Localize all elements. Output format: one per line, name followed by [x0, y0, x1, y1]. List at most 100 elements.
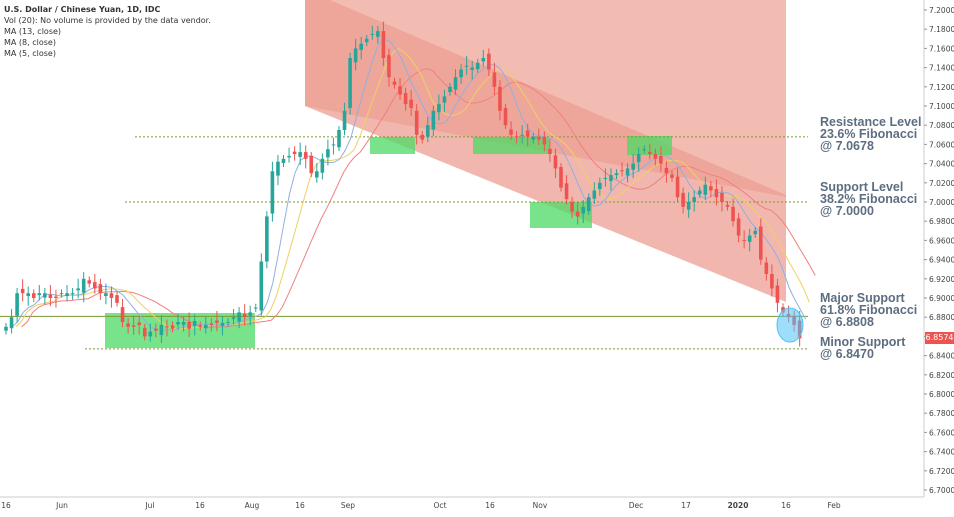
price-tick-label: 7.0200: [929, 179, 954, 188]
candle-body: [231, 317, 236, 320]
candle: [54, 289, 58, 308]
time-tick-label: Jun: [55, 501, 68, 510]
candle-body: [320, 158, 325, 173]
candle-body: [437, 104, 441, 113]
candle-body: [520, 134, 524, 136]
candle: [592, 182, 597, 204]
candle-body: [70, 293, 75, 295]
candle-body: [387, 55, 391, 78]
candle: [65, 285, 69, 302]
candle-body: [564, 183, 569, 200]
candle-body: [59, 293, 64, 295]
candle-body: [137, 322, 141, 325]
candle-body: [76, 288, 80, 291]
candle-body: [764, 262, 769, 274]
price-tick-label: 6.7800: [929, 409, 954, 418]
candle-body: [542, 136, 547, 145]
price-tick-label: 7.1600: [929, 44, 954, 53]
candle: [148, 323, 153, 342]
candle-body: [575, 211, 580, 217]
candle-body: [448, 86, 452, 93]
legend-title: U.S. Dollar / Chinese Yuan, 1D, IDC: [4, 5, 161, 14]
candle: [187, 312, 191, 337]
legend-volume: Vol (20): No volume is provided by the d…: [4, 16, 211, 25]
current-price-highlight: [776, 307, 804, 343]
time-tick-label: Nov: [533, 501, 548, 510]
price-tick-label: 7.0400: [929, 160, 954, 169]
candle-body: [686, 202, 691, 210]
candle: [681, 187, 685, 214]
annotation-resistance-line2: 23.6% Fibonacci: [820, 127, 918, 141]
candle: [215, 310, 219, 332]
candle: [453, 69, 458, 95]
price-tick-label: 7.0000: [929, 198, 954, 207]
candle: [342, 102, 347, 136]
time-tick-label: Dec: [629, 501, 644, 510]
candle: [270, 161, 275, 222]
price-tick-label: 7.0800: [929, 121, 954, 130]
candle-body: [559, 166, 563, 188]
candle-body: [498, 86, 502, 111]
price-axis-bg: [924, 0, 954, 512]
time-tick-label: Feb: [827, 501, 841, 510]
candle: [464, 56, 469, 75]
candle: [475, 58, 480, 73]
candle-body: [775, 285, 780, 303]
candle-body: [31, 293, 36, 298]
candle: [442, 89, 447, 113]
candle-body: [204, 324, 208, 329]
candle-body: [165, 326, 169, 328]
candle-body: [342, 110, 347, 130]
candle: [381, 21, 386, 67]
legend-ma13: MA (13, close): [4, 27, 62, 36]
candle: [315, 163, 319, 183]
candle-body: [209, 323, 214, 325]
candle-body: [548, 148, 552, 154]
candle-body: [98, 284, 103, 294]
annotation-minor-line2: @ 6.8470: [820, 347, 874, 361]
candle-body: [43, 293, 47, 298]
candle-body: [581, 206, 585, 214]
candle: [204, 316, 208, 334]
candle: [337, 126, 341, 152]
candle: [281, 154, 286, 167]
candle-body: [226, 322, 230, 323]
candle: [670, 170, 674, 182]
candle-body: [276, 161, 280, 176]
candle: [648, 143, 652, 160]
candle-body: [636, 154, 641, 163]
candle: [709, 180, 713, 198]
candle: [581, 200, 585, 224]
ma5-line: [11, 38, 807, 331]
candle: [498, 80, 502, 121]
candle-body: [364, 38, 369, 43]
support-zone-2: [370, 137, 415, 154]
candle-body: [4, 326, 8, 331]
candle-body: [642, 149, 647, 151]
candle: [154, 323, 158, 338]
candle: [59, 289, 64, 298]
candle-body: [620, 170, 624, 172]
candle: [298, 142, 302, 166]
candle: [159, 315, 164, 344]
time-tick-label: Oct: [434, 501, 447, 510]
candle: [231, 309, 236, 325]
price-tick-label: 6.7200: [929, 467, 954, 476]
chart-legend: U.S. Dollar / Chinese Yuan, 1D, IDC Vol …: [4, 4, 211, 59]
candle-body: [770, 274, 774, 289]
candle: [481, 49, 486, 67]
candle-body: [714, 189, 719, 198]
candle: [686, 192, 691, 218]
annotation-resistance: Resistance Level 23.6% Fibonacci @ 7.067…: [820, 116, 921, 153]
candle-body: [625, 168, 630, 176]
candle: [359, 36, 363, 60]
candle: [636, 147, 641, 172]
candle: [620, 162, 624, 177]
candle: [309, 152, 314, 178]
candle-body: [470, 67, 474, 70]
candle-body: [720, 192, 724, 202]
candle: [537, 128, 541, 145]
candle: [775, 278, 780, 313]
annotation-major-line3: @ 6.8808: [820, 315, 874, 329]
candle: [697, 186, 702, 199]
